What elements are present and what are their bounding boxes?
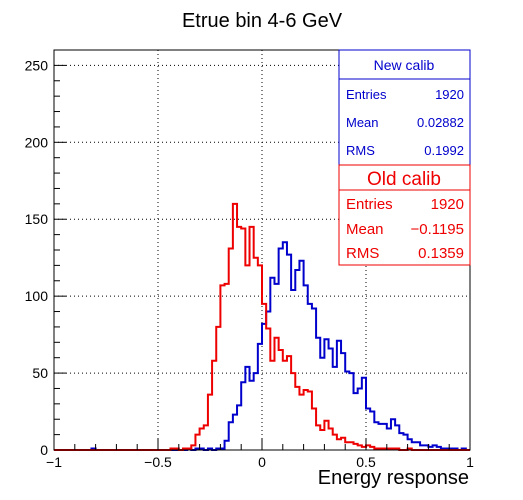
stats-old-rms-value: 0.1359 (418, 245, 464, 262)
stats-new-entries-value: 1920 (435, 87, 464, 102)
histogram-bin (341, 353, 345, 450)
histogram-bin (324, 421, 328, 450)
histogram-bin (274, 338, 278, 450)
histogram-bin (345, 442, 349, 450)
histogram-bin (291, 373, 295, 450)
histogram-bin (279, 350, 283, 450)
stats-old-rms-label: RMS (346, 245, 379, 262)
stats-old-title: Old calib (367, 169, 441, 190)
histogram-bin (349, 442, 353, 450)
histogram-bin (308, 392, 312, 450)
x-tick-label: 0 (258, 454, 266, 470)
histogram-bin (337, 439, 341, 450)
histogram-bin (320, 430, 324, 450)
histogram-bin (254, 258, 258, 450)
histogram-bin (304, 390, 308, 450)
y-tick-label: 0 (40, 442, 48, 458)
histogram-bin (262, 304, 266, 450)
histogram-bin (349, 373, 353, 450)
histogram-bin (416, 442, 420, 450)
histogram-bin (195, 435, 199, 450)
x-axis-label: Energy response (318, 467, 469, 489)
histogram-bin (387, 428, 391, 450)
histogram-bin (250, 227, 254, 450)
stats-box-old-calib: Old calib Entries 1920 Mean −0.1195 RMS … (338, 164, 471, 266)
stats-box-new-calib: New calib Entries 1920 Mean 0.02882 RMS … (338, 49, 471, 166)
histogram-bin (370, 412, 374, 450)
stats-old-entries-label: Entries (346, 196, 393, 213)
histogram-bin (212, 361, 216, 450)
histogram-bin (204, 425, 208, 450)
x-tick-label: 0.5 (356, 454, 376, 470)
histogram-bin (208, 395, 212, 450)
stats-new-rms-value: 0.1992 (424, 143, 464, 158)
histogram-bin (266, 328, 270, 450)
histogram-bin (237, 227, 241, 450)
stats-new-title: New calib (374, 57, 435, 73)
histogram-bin (220, 285, 224, 450)
histogram-bin (395, 425, 399, 450)
y-tick-label: 50 (32, 365, 48, 381)
histogram-bin (316, 425, 320, 450)
histogram-bin (270, 361, 274, 450)
histogram-bin (200, 428, 204, 450)
histogram-bin (341, 438, 345, 450)
histogram-bin (258, 265, 262, 450)
y-tick-label: 150 (25, 211, 49, 227)
histogram-bin (383, 424, 387, 450)
x-tick-label: 1 (466, 454, 474, 470)
histogram-bin (295, 387, 299, 450)
x-axis: −1 −0.5 0 0.5 1 (46, 438, 474, 470)
histogram-bin (283, 361, 287, 450)
y-tick-label: 100 (25, 288, 49, 304)
stats-old-entries-value: 1920 (431, 196, 464, 213)
histogram-bin (229, 248, 233, 450)
stats-new-mean-label: Mean (346, 115, 379, 130)
histogram-bin (366, 445, 370, 450)
histogram-bin (333, 435, 337, 450)
histogram-bin (245, 265, 249, 450)
y-axis: 0 50 100 150 200 250 (25, 49, 66, 458)
stats-new-mean-value: 0.02882 (417, 115, 464, 130)
stats-old-mean-value: −0.1195 (410, 221, 464, 238)
x-tick-label: −1 (46, 454, 62, 470)
histogram-bin (216, 327, 220, 450)
histogram-bin (391, 419, 395, 450)
histogram-bin (329, 428, 333, 450)
stats-new-entries-label: Entries (346, 87, 387, 102)
histogram-bin (225, 284, 229, 450)
y-tick-label: 200 (25, 134, 49, 150)
histogram-bin (358, 388, 362, 450)
chart-title: Etrue bin 4-6 GeV (182, 10, 343, 32)
histogram-bin (354, 444, 358, 450)
histogram-bin (233, 204, 237, 450)
x-tick-label: −0.5 (144, 454, 172, 470)
histogram-bin (374, 422, 378, 450)
histogram-bin (366, 408, 370, 450)
histogram-bin (241, 228, 245, 450)
histogram-bin (362, 378, 366, 450)
y-tick-label: 250 (25, 57, 49, 73)
histogram-bin (299, 395, 303, 450)
histogram-bin (358, 445, 362, 450)
stats-new-rms-label: RMS (346, 143, 375, 158)
histogram-bin (378, 424, 382, 450)
stats-old-mean-label: Mean (346, 221, 384, 238)
histogram-bin (191, 445, 195, 450)
histogram-bin (287, 356, 291, 450)
histogram-bin (312, 408, 316, 450)
